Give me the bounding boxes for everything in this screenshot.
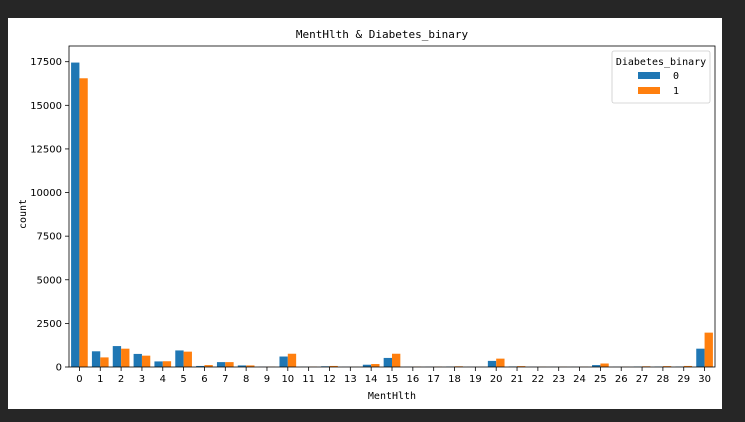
bar-1-15 [392, 353, 401, 367]
legend-box [611, 50, 711, 104]
bar-0-7 [216, 362, 226, 367]
bar-1-3 [141, 355, 151, 367]
y-axis-ticks: 0 2500 5000 7500 10000 12500 15000 17500 [30, 57, 69, 374]
bar-0-8 [237, 365, 247, 367]
bar-1-20 [496, 358, 505, 367]
bar-0-20 [487, 360, 497, 367]
bar-1-28 [662, 366, 672, 367]
x-tick-label: 6 [201, 374, 207, 385]
x-axis-label: MentHlth [368, 391, 416, 402]
chart-title: MentHlth & Diabetes_binary [296, 28, 469, 41]
bar-0-2 [112, 346, 122, 367]
x-tick-label: 2 [118, 374, 124, 385]
y-axis-label: count [18, 199, 29, 229]
bar-1-2 [121, 348, 130, 367]
y-tick-label: 2500 [37, 319, 62, 330]
bar-1-10 [287, 353, 297, 367]
bar-1-5 [183, 351, 192, 367]
y-tick-label: 10000 [30, 188, 62, 199]
bar-0-5 [175, 350, 184, 367]
x-tick-label: 30 [698, 374, 711, 385]
bars-group [71, 62, 713, 367]
legend: Diabetes_binary 0 1 [611, 50, 711, 104]
x-tick-label: 28 [657, 374, 670, 385]
y-tick-label: 5000 [37, 275, 62, 286]
y-tick-label: 12500 [30, 144, 62, 155]
bar-0-30 [696, 348, 705, 367]
x-tick-label: 17 [427, 374, 440, 385]
bar-0-14 [362, 364, 372, 367]
bar-1-6 [204, 365, 213, 367]
y-tick-label: 15000 [30, 101, 62, 112]
x-tick-label: 24 [573, 374, 586, 385]
bar-0-3 [133, 353, 142, 367]
x-tick-label: 19 [469, 374, 482, 385]
bar-1-14 [371, 364, 380, 367]
legend-title: Diabetes_binary [616, 57, 706, 68]
x-tick-label: 4 [160, 374, 166, 385]
x-tick-label: 12 [323, 374, 336, 385]
legend-label-1: 1 [673, 86, 679, 97]
x-tick-label: 3 [139, 374, 145, 385]
x-tick-label: 29 [677, 374, 690, 385]
bar-0-0 [71, 62, 80, 367]
x-tick-label: 26 [615, 374, 628, 385]
bar-1-12 [329, 365, 338, 367]
bar-0-4 [154, 361, 163, 367]
x-tick-label: 23 [552, 374, 565, 385]
x-tick-label: 27 [636, 374, 649, 385]
legend-swatch-1 [638, 87, 660, 94]
x-tick-label: 16 [406, 374, 419, 385]
bar-0-1 [91, 351, 101, 367]
y-tick-label: 17500 [30, 57, 62, 68]
x-tick-label: 11 [302, 374, 315, 385]
bar-1-0 [79, 78, 88, 367]
y-tick-label: 0 [56, 363, 62, 374]
x-tick-label: 25 [594, 374, 607, 385]
x-tick-label: 14 [365, 374, 378, 385]
x-tick-label: 20 [490, 374, 503, 385]
x-tick-label: 21 [511, 374, 524, 385]
x-tick-label: 22 [532, 374, 545, 385]
legend-label-0: 0 [673, 71, 679, 82]
x-tick-label: 1 [97, 374, 103, 385]
x-tick-label: 8 [243, 374, 249, 385]
x-tick-label: 5 [180, 374, 186, 385]
plot-frame [68, 45, 716, 368]
x-tick-label: 9 [264, 374, 270, 385]
bar-1-4 [162, 361, 172, 367]
bar-0-10 [279, 356, 288, 367]
bar-1-1 [100, 357, 109, 367]
bar-1-25 [600, 363, 609, 367]
x-tick-label: 10 [281, 374, 294, 385]
bar-1-29 [683, 365, 693, 367]
bar-1-7 [225, 362, 234, 367]
bar-1-8 [246, 365, 255, 367]
x-tick-label: 15 [386, 374, 399, 385]
bar-1-30 [704, 332, 713, 367]
x-tick-label: 7 [222, 374, 228, 385]
y-tick-label: 7500 [37, 232, 62, 243]
x-axis-ticks: 0 1 2 3 4 5 6 7 8 9 10 11 12 13 14 15 16 17 18 19 20 21 22 23 24… [76, 367, 711, 385]
x-tick-label: 13 [344, 374, 357, 385]
bar-0-25 [592, 365, 601, 367]
bar-1-21 [517, 366, 526, 367]
legend-swatch-0 [638, 72, 660, 79]
bar-0-15 [383, 357, 392, 367]
bar-0-6 [196, 365, 205, 367]
x-tick-label: 18 [448, 374, 461, 385]
bar-chart: MentHlth & Diabetes_binary count MentHlt… [18, 28, 716, 402]
x-tick-label: 0 [76, 374, 82, 385]
chart-figure: MentHlth & Diabetes_binary count MentHlt… [8, 18, 722, 409]
